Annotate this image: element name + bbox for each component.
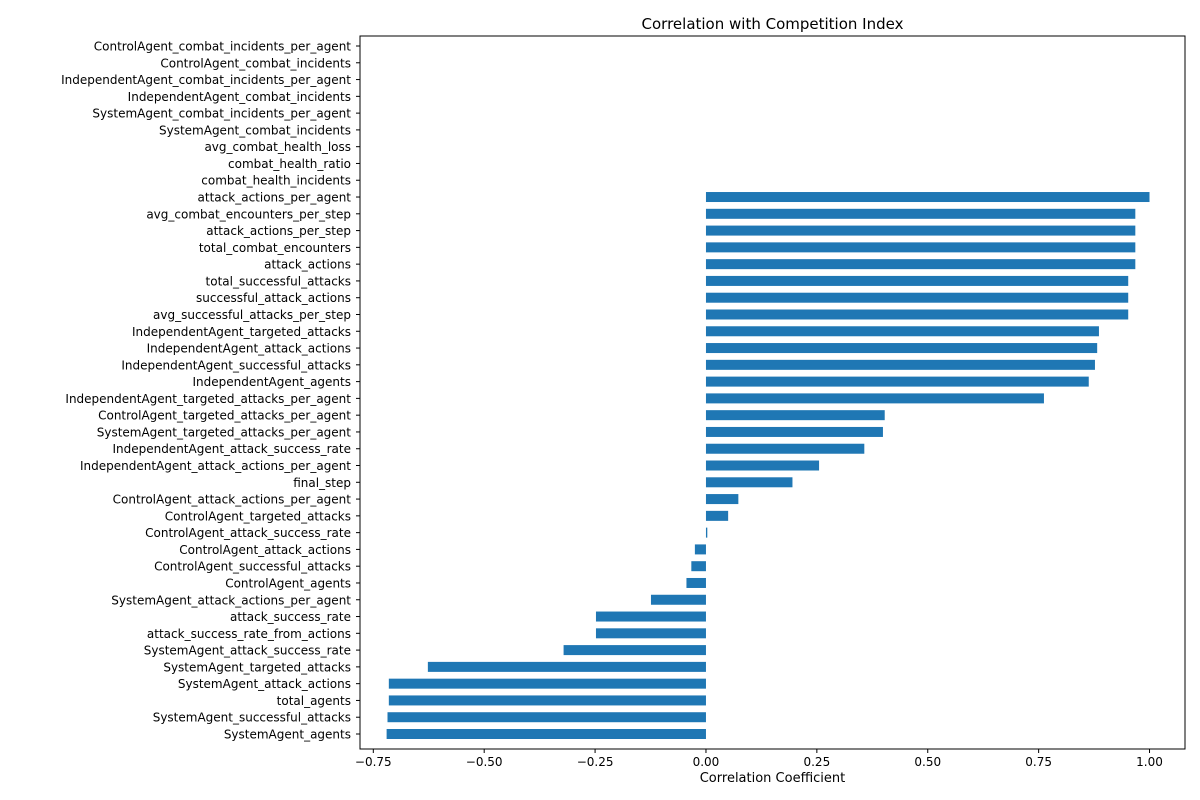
bar (691, 561, 706, 572)
y-tick-label: total_agents (277, 694, 351, 708)
bar (705, 208, 1136, 219)
y-tick-label: attack_success_rate_from_actions (147, 627, 351, 641)
x-axis: −0.75 −0.50 −0.25 0.00 0.25 0.50 0.75 1.00 (355, 749, 1163, 769)
y-tick-label: combat_health_ratio (228, 157, 351, 171)
y-tick-label: IndependentAgent_attack_success_rate (112, 442, 351, 456)
y-tick-label: IndependentAgent_agents (193, 375, 352, 389)
bar (705, 494, 739, 505)
bar (388, 695, 706, 706)
bar (427, 661, 706, 672)
y-tick-label: ControlAgent_successful_attacks (154, 560, 351, 574)
bar (705, 426, 883, 437)
bar (705, 477, 793, 488)
bar (705, 393, 1044, 404)
y-tick-label: IndependentAgent_targeted_attacks (132, 325, 351, 339)
plot-frame (359, 35, 1186, 750)
plot-area (386, 192, 1150, 739)
y-tick-label: avg_successful_attacks_per_step (153, 308, 351, 322)
chart-title: Correlation with Competition Index (642, 15, 904, 33)
y-tick-label: attack_actions_per_agent (198, 191, 352, 205)
bar (705, 192, 1150, 203)
bar (705, 259, 1136, 270)
y-tick-label: ControlAgent_attack_success_rate (145, 526, 351, 540)
bar (595, 611, 706, 622)
y-tick-label: SystemAgent_combat_incidents (159, 123, 351, 137)
y-tick-label: ControlAgent_attack_actions (179, 543, 351, 557)
y-tick-label: ControlAgent_attack_actions_per_agent (113, 493, 352, 507)
bar (705, 292, 1129, 303)
y-tick-label: attack_success_rate (230, 610, 351, 624)
bar (705, 343, 1098, 354)
y-tick-label: SystemAgent_attack_success_rate (144, 644, 351, 658)
y-tick-label: ControlAgent_combat_incidents_per_agent (94, 40, 352, 54)
y-tick-label: final_step (293, 476, 351, 490)
bar (705, 443, 865, 454)
x-tick-label: −0.50 (466, 755, 503, 769)
bar (563, 645, 706, 656)
bar (705, 359, 1095, 370)
x-tick-label: −0.25 (577, 755, 614, 769)
x-tick-label: 1.00 (1136, 755, 1163, 769)
y-tick-label: IndependentAgent_attack_actions_per_agen… (80, 459, 351, 473)
bar (705, 460, 820, 471)
x-tick-label: −0.75 (355, 755, 392, 769)
y-tick-label: SystemAgent_agents (224, 728, 351, 742)
y-tick-label: avg_combat_encounters_per_step (146, 207, 351, 221)
bar (705, 275, 1129, 286)
y-tick-label: successful_attack_actions (196, 291, 351, 305)
y-tick-label: ControlAgent_targeted_attacks (165, 509, 351, 523)
bar (386, 729, 706, 739)
y-tick-label: IndependentAgent_targeted_attacks_per_ag… (65, 392, 351, 406)
bar (387, 712, 706, 723)
x-tick-label: 0.75 (1025, 755, 1052, 769)
y-tick-label: IndependentAgent_successful_attacks (121, 358, 351, 372)
bar (705, 326, 1099, 337)
y-tick-label: total_successful_attacks (206, 274, 351, 288)
y-tick-label: SystemAgent_targeted_attacks_per_agent (97, 425, 352, 439)
y-tick-label: SystemAgent_attack_actions_per_agent (111, 593, 351, 607)
bar (595, 628, 706, 639)
y-tick-label: combat_health_incidents (201, 174, 351, 188)
y-tick-label: ControlAgent_targeted_attacks_per_agent (98, 409, 351, 423)
x-tick-label: 0.25 (803, 755, 830, 769)
y-tick-label: attack_actions (264, 258, 351, 272)
bar (705, 410, 885, 421)
bar (705, 527, 708, 538)
bar (705, 225, 1136, 236)
bar (705, 376, 1089, 387)
y-tick-label: IndependentAgent_combat_incidents (128, 90, 351, 104)
bar (650, 594, 706, 605)
y-tick-label: SystemAgent_targeted_attacks (163, 660, 351, 674)
y-tick-label: SystemAgent_attack_actions (178, 677, 351, 691)
bar (694, 544, 706, 555)
y-tick-label: ControlAgent_agents (225, 576, 351, 590)
y-tick-label: SystemAgent_combat_incidents_per_agent (92, 107, 351, 121)
y-tick-label: attack_actions_per_step (206, 224, 351, 238)
y-axis: ControlAgent_combat_incidents_per_agent C… (61, 40, 360, 742)
bar (686, 577, 706, 588)
bar (388, 678, 706, 689)
y-tick-label: IndependentAgent_attack_actions (147, 342, 351, 356)
x-axis-label: Correlation Coefficient (700, 771, 846, 786)
y-tick-label: total_combat_encounters (199, 241, 351, 255)
x-tick-label: 0.00 (693, 755, 720, 769)
y-tick-label: SystemAgent_successful_attacks (153, 711, 351, 725)
x-tick-label: 0.50 (914, 755, 941, 769)
bar (705, 309, 1129, 320)
y-tick-label: IndependentAgent_combat_incidents_per_ag… (61, 73, 351, 87)
bar (705, 242, 1136, 253)
bar (705, 510, 729, 521)
y-tick-label: avg_combat_health_loss (204, 140, 351, 154)
y-tick-label: ControlAgent_combat_incidents (160, 56, 351, 70)
